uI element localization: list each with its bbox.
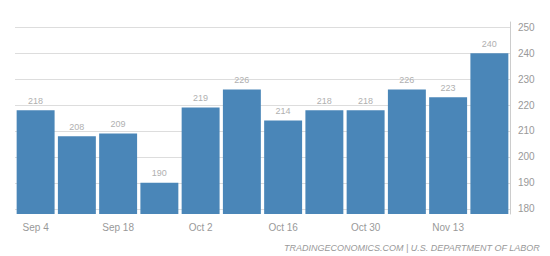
svg-text:223: 223 xyxy=(441,83,456,93)
svg-text:TRADINGECONOMICS.COM | U.S. DE: TRADINGECONOMICS.COM | U.S. DEPARTMENT O… xyxy=(284,243,540,253)
svg-text:210: 210 xyxy=(518,125,535,136)
svg-text:208: 208 xyxy=(69,122,84,132)
svg-text:Sep 4: Sep 4 xyxy=(23,222,50,233)
svg-text:200: 200 xyxy=(518,151,535,162)
svg-text:190: 190 xyxy=(152,168,167,178)
svg-text:Sep 18: Sep 18 xyxy=(102,222,134,233)
svg-text:250: 250 xyxy=(518,22,535,33)
svg-text:218: 218 xyxy=(317,96,332,106)
svg-text:218: 218 xyxy=(358,96,373,106)
svg-text:209: 209 xyxy=(111,119,126,129)
svg-text:219: 219 xyxy=(193,93,208,103)
svg-text:190: 190 xyxy=(518,177,535,188)
svg-text:Oct 30: Oct 30 xyxy=(351,222,381,233)
svg-text:Nov 13: Nov 13 xyxy=(432,222,464,233)
svg-text:230: 230 xyxy=(518,74,535,85)
svg-text:Oct 2: Oct 2 xyxy=(189,222,213,233)
svg-text:180: 180 xyxy=(518,203,535,214)
svg-text:226: 226 xyxy=(234,75,249,85)
svg-text:240: 240 xyxy=(518,48,535,59)
svg-text:Oct 16: Oct 16 xyxy=(268,222,298,233)
svg-text:226: 226 xyxy=(399,75,414,85)
svg-text:240: 240 xyxy=(482,39,497,49)
svg-text:214: 214 xyxy=(276,106,291,116)
svg-text:218: 218 xyxy=(28,96,43,106)
svg-text:220: 220 xyxy=(518,100,535,111)
